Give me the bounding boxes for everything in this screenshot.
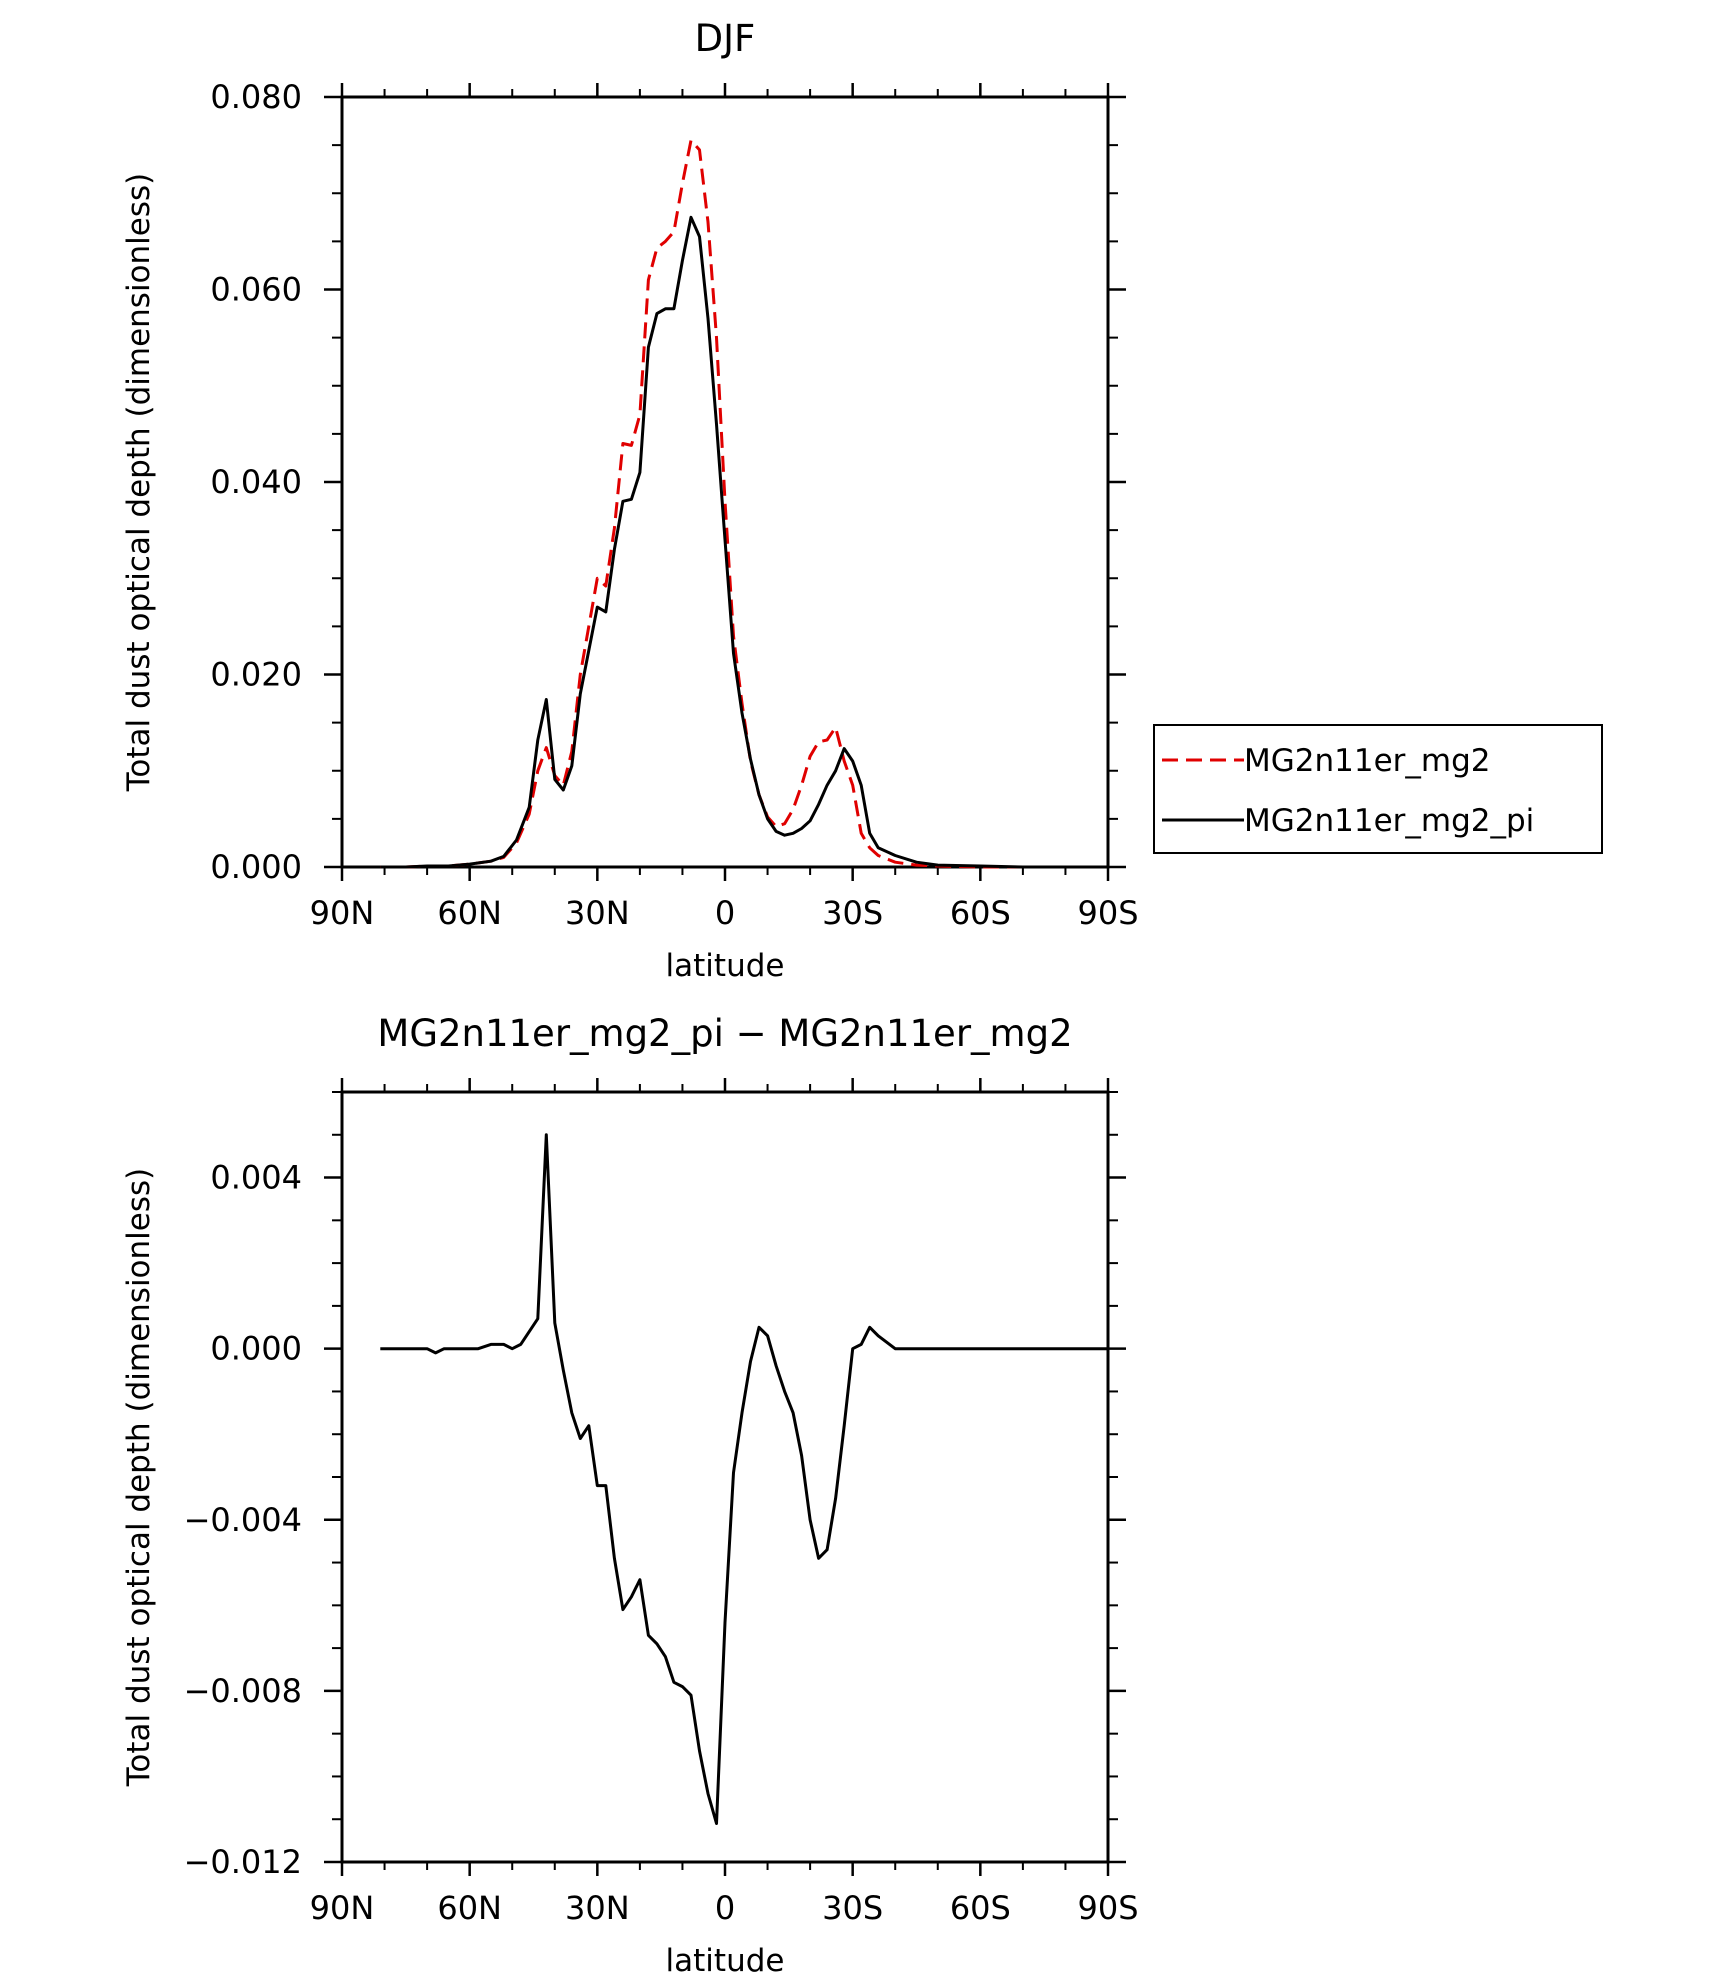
x-tick-label: 30S [822, 894, 883, 932]
y-tick-label: 0.004 [210, 1159, 302, 1197]
x-tick-label: 60N [437, 1889, 502, 1927]
y-tick-label: −0.008 [184, 1672, 302, 1710]
x-tick-label: 90S [1077, 894, 1138, 932]
y-tick-label: −0.012 [184, 1843, 302, 1881]
chart-title: DJF [695, 17, 756, 60]
chart-panel-2: MG2n11er_mg2_pi − MG2n11er_mg2 90N 60N 30N 0… [121, 1012, 1139, 1979]
x-tick-label: 90N [310, 1889, 375, 1927]
y-axis-label: Total dust optical depth (dimensionless) [121, 173, 157, 793]
y-tick-label: 0.000 [210, 848, 302, 886]
x-tick-label: 60N [437, 894, 502, 932]
x-axis-label: latitude [666, 1943, 785, 1979]
x-tick-label: 30N [565, 894, 630, 932]
y-tick-label: 0.040 [210, 463, 302, 501]
y-tick-label: 0.000 [210, 1330, 302, 1368]
legend-box [1153, 724, 1603, 854]
x-axis-label: latitude [666, 948, 785, 984]
x-tick-label: 60S [950, 894, 1011, 932]
y-tick-label: 0.060 [210, 271, 302, 309]
x-tick-label: 60S [950, 1889, 1011, 1927]
chart-panel-1: DJF 90N 60N 30N 0 30S 60S 90S 0.000 0.020 0.040 0.0… [121, 17, 1603, 984]
y-tick-label: 0.020 [210, 656, 302, 694]
x-tick-label: 30N [565, 1889, 630, 1927]
legend: MG2n11er_mg2 MG2n11er_mg2_pi [1153, 724, 1603, 854]
x-tick-label: 0 [715, 1889, 735, 1927]
series-line-2 [380, 215, 1108, 869]
y-axis-label: Total dust optical depth (dimensionless) [121, 1168, 157, 1788]
series-line-1 [380, 1133, 1108, 1825]
x-tick-label: 30S [822, 1889, 883, 1927]
legend-label-1: MG2n11er_mg2 [1244, 743, 1491, 779]
chart-title: MG2n11er_mg2_pi − MG2n11er_mg2 [377, 1012, 1072, 1055]
series-line-1 [380, 138, 1108, 869]
x-tick-label: 0 [715, 894, 735, 932]
y-tick-label: −0.004 [184, 1501, 302, 1539]
x-tick-label: 90N [310, 894, 375, 932]
x-tick-label: 90S [1077, 1889, 1138, 1927]
y-tick-label: 0.080 [210, 78, 302, 116]
plot-frame [340, 1090, 1110, 1864]
legend-label-2: MG2n11er_mg2_pi [1244, 803, 1534, 839]
